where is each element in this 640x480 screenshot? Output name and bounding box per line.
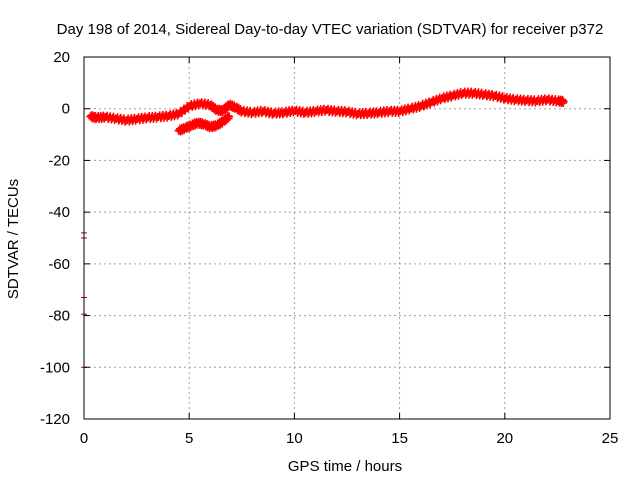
data-point (225, 112, 234, 121)
y-tick-label: -100 (40, 359, 70, 376)
y-tick-label: -40 (48, 204, 70, 221)
x-tick-label: 10 (286, 430, 303, 447)
data-points (81, 87, 568, 370)
x-tick-label: 20 (496, 430, 513, 447)
grid-lines (84, 57, 610, 419)
y-tick-label: 0 (62, 101, 70, 118)
x-tick-label: 25 (602, 430, 619, 447)
y-tick-label: -60 (48, 256, 70, 273)
y-tick-label: -20 (48, 152, 70, 169)
x-tick-label: 15 (391, 430, 408, 447)
plot-frame (83, 56, 611, 420)
chart-title: Day 198 of 2014, Sidereal Day-to-day VTE… (57, 21, 604, 38)
x-tick-label: 0 (80, 430, 88, 447)
x-tick-label: 5 (185, 430, 193, 447)
y-axis-label: SDTVAR / TECUs (5, 179, 22, 299)
axis-ticks (83, 56, 611, 420)
tick-labels: 0 5 10 15 20 25 -120 -100 -80 -60 -40 -20 0 20 (40, 49, 618, 447)
y-tick-label: -80 (48, 308, 70, 325)
y-tick-label: 20 (53, 49, 70, 66)
x-axis-label: GPS time / hours (288, 458, 402, 475)
y-tick-label: -120 (40, 411, 70, 428)
data-point (559, 97, 568, 106)
